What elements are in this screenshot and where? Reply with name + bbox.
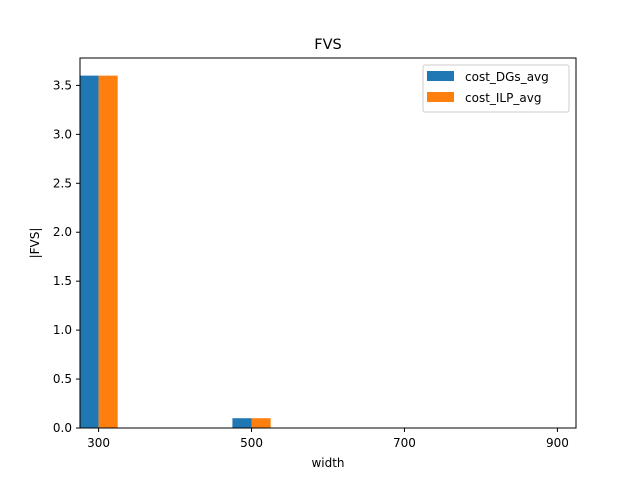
y-tick-label: 0.0: [53, 421, 72, 435]
y-tick-label: 0.5: [53, 372, 72, 386]
y-tick-label: 3.5: [53, 78, 72, 92]
x-tick-label: 700: [393, 436, 416, 450]
legend-swatch-cost-dgs-avg: [427, 71, 454, 81]
legend: cost_DGs_avg cost_ILP_avg: [422, 64, 570, 113]
bar-cost-ilp-avg-500: [251, 418, 271, 428]
y-tick-label: 2.0: [53, 225, 72, 239]
legend-label-cost-ilp-avg: cost_ILP_avg: [465, 91, 541, 105]
y-tick-label: 1.5: [53, 274, 72, 288]
bar-cost-ilp-avg-300: [98, 75, 118, 428]
y-axis: 0.0 0.5 1.0 1.5 2.0 2.5 3.0 3.5: [53, 78, 80, 435]
y-tick-label: 2.5: [53, 176, 72, 190]
y-axis-label: |FVS|: [28, 228, 42, 259]
x-axis: 300 500 700 900: [87, 428, 569, 450]
chart-title: FVS: [314, 37, 341, 53]
legend-label-cost-dgs-avg: cost_DGs_avg: [465, 70, 549, 84]
plot-frame: [79, 57, 577, 429]
bar-cost-dgs-avg-500: [232, 418, 252, 428]
legend-frame: [422, 64, 570, 113]
bars-group: [79, 75, 271, 428]
y-tick-label: 1.0: [53, 323, 72, 337]
legend-swatch-cost-ilp-avg: [427, 92, 454, 102]
x-tick-label: 500: [240, 436, 263, 450]
bar-cost-dgs-avg-300: [79, 75, 99, 428]
x-axis-label: width: [311, 456, 344, 470]
x-tick-label: 300: [87, 436, 110, 450]
x-tick-label: 900: [546, 436, 569, 450]
y-tick-label: 3.0: [53, 127, 72, 141]
